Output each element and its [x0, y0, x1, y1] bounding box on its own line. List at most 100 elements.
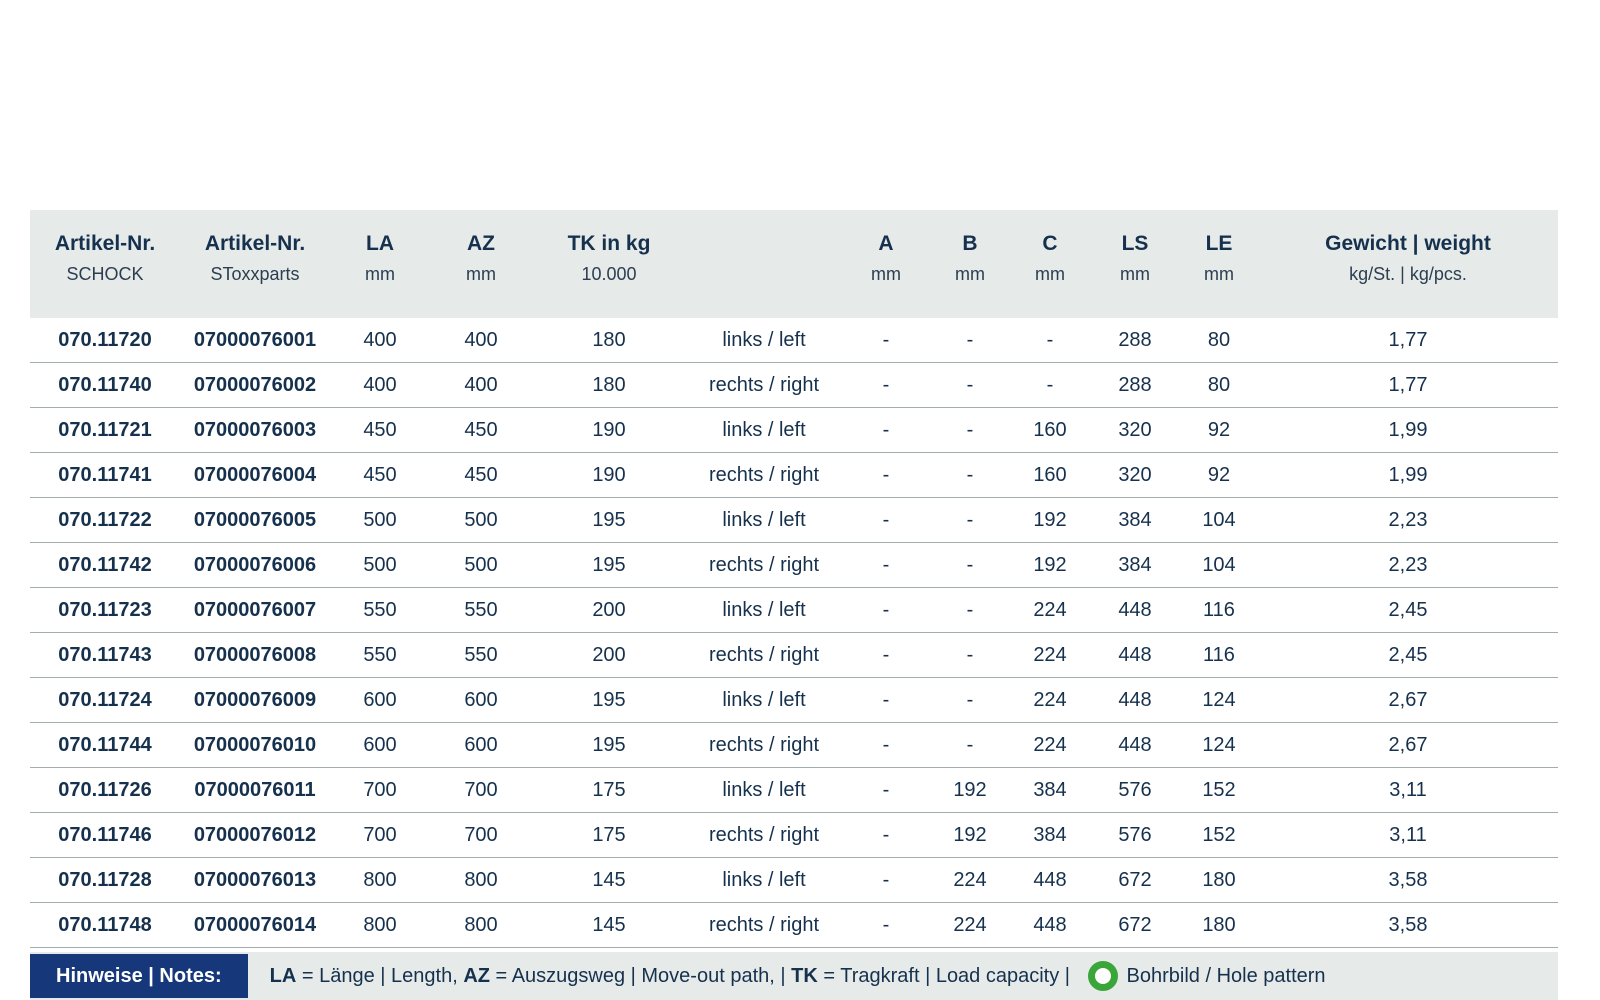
hole-pattern-label: Bohrbild / Hole pattern — [1126, 964, 1326, 987]
cell-gewicht: 1,99 — [1258, 452, 1558, 498]
note-abbr: TK — [791, 964, 818, 987]
table-header: Artikel-Nr. SCHOCK Artikel-Nr. SToxxparts LA… — [30, 210, 1558, 318]
cell-tk: 175 — [532, 812, 686, 858]
column-header-la: LA mm — [330, 210, 430, 318]
cell-az: 500 — [430, 542, 532, 588]
cell-gewicht: 3,11 — [1258, 812, 1558, 858]
column-header-artikel_stoxxparts: Artikel-Nr. SToxxparts — [180, 210, 330, 318]
cell-b: 192 — [930, 767, 1010, 813]
cell-b: - — [930, 452, 1010, 498]
cell-a: - — [842, 722, 930, 768]
column-unit: mm — [1204, 264, 1234, 285]
cell-tk: 195 — [532, 677, 686, 723]
cell-az: 600 — [430, 722, 532, 768]
cell-artikel_schock: 070.11741 — [30, 452, 180, 498]
note-text: = Tragkraft | Load capacity | — [817, 964, 1076, 987]
cell-le: 92 — [1180, 452, 1258, 498]
cell-artikel_stoxxparts: 07000076010 — [180, 722, 330, 768]
cell-az: 800 — [430, 902, 532, 948]
cell-b: - — [930, 362, 1010, 408]
column-label: LA — [366, 232, 394, 255]
cell-az: 800 — [430, 857, 532, 903]
cell-a: - — [842, 407, 930, 453]
cell-artikel_stoxxparts: 07000076008 — [180, 632, 330, 678]
cell-ls: 288 — [1090, 362, 1180, 408]
cell-direction: rechts / right — [686, 722, 842, 768]
cell-az: 600 — [430, 677, 532, 723]
cell-a: - — [842, 362, 930, 408]
cell-az: 700 — [430, 812, 532, 858]
cell-tk: 200 — [532, 632, 686, 678]
cell-direction: links / left — [686, 677, 842, 723]
cell-c: 192 — [1010, 542, 1090, 588]
column-unit: kg/St. | kg/pcs. — [1349, 264, 1467, 285]
table-row: 070.11748 07000076014 800 800 145 rechts / ri… — [30, 902, 1558, 948]
column-label: AZ — [467, 232, 495, 255]
cell-la: 700 — [330, 812, 430, 858]
cell-gewicht: 2,23 — [1258, 497, 1558, 543]
column-header-artikel_schock: Artikel-Nr. SCHOCK — [30, 210, 180, 318]
cell-artikel_schock: 070.11721 — [30, 407, 180, 453]
table-row: 070.11721 07000076003 450 450 190 links / lef… — [30, 407, 1558, 453]
column-header-az: AZ mm — [430, 210, 532, 318]
column-unit: mm — [365, 264, 395, 285]
table-row: 070.11720 07000076001 400 400 180 links / lef… — [30, 318, 1558, 363]
table-row: 070.11722 07000076005 500 500 195 links / lef… — [30, 497, 1558, 543]
cell-le: 180 — [1180, 902, 1258, 948]
column-unit: mm — [466, 264, 496, 285]
column-header-tk: TK in kg 10.000 — [532, 210, 686, 318]
cell-c: - — [1010, 318, 1090, 363]
cell-b: - — [930, 677, 1010, 723]
cell-a: - — [842, 812, 930, 858]
cell-b: 192 — [930, 812, 1010, 858]
cell-a: - — [842, 587, 930, 633]
table-row: 070.11743 07000076008 550 550 200 rechts / ri… — [30, 632, 1558, 678]
cell-gewicht: 2,67 — [1258, 677, 1558, 723]
cell-artikel_stoxxparts: 07000076005 — [180, 497, 330, 543]
cell-artikel_schock: 070.11723 — [30, 587, 180, 633]
cell-c: 160 — [1010, 407, 1090, 453]
cell-gewicht: 2,67 — [1258, 722, 1558, 768]
product-table: Artikel-Nr. SCHOCK Artikel-Nr. SToxxparts LA… — [30, 210, 1558, 948]
column-label: Gewicht | weight — [1325, 232, 1491, 255]
cell-artikel_schock: 070.11746 — [30, 812, 180, 858]
cell-ls: 448 — [1090, 677, 1180, 723]
column-header-le: LE mm — [1180, 210, 1258, 318]
cell-a: - — [842, 452, 930, 498]
cell-c: 224 — [1010, 722, 1090, 768]
cell-ls: 384 — [1090, 542, 1180, 588]
column-unit: SCHOCK — [66, 264, 144, 285]
cell-la: 800 — [330, 902, 430, 948]
column-label: Artikel-Nr. — [204, 232, 306, 255]
cell-gewicht: 3,58 — [1258, 902, 1558, 948]
cell-direction: rechts / right — [686, 362, 842, 408]
column-unit: 10.000 — [581, 264, 637, 285]
cell-artikel_stoxxparts: 07000076013 — [180, 857, 330, 903]
cell-direction: links / left — [686, 767, 842, 813]
cell-ls: 576 — [1090, 767, 1180, 813]
cell-le: 116 — [1180, 587, 1258, 633]
notes-text: LA = Länge | Length, AZ = Auszugsweg | M… — [270, 961, 1326, 991]
cell-tk: 190 — [532, 452, 686, 498]
column-unit: SToxxparts — [210, 264, 300, 285]
cell-la: 600 — [330, 677, 430, 723]
column-label: LS — [1121, 232, 1149, 255]
cell-artikel_schock: 070.11720 — [30, 318, 180, 363]
cell-la: 500 — [330, 542, 430, 588]
column-label: LE — [1205, 232, 1233, 255]
cell-la: 550 — [330, 632, 430, 678]
column-unit: mm — [1035, 264, 1065, 285]
cell-az: 450 — [430, 407, 532, 453]
cell-tk: 195 — [532, 722, 686, 768]
cell-a: - — [842, 497, 930, 543]
cell-gewicht: 2,45 — [1258, 587, 1558, 633]
cell-ls: 448 — [1090, 722, 1180, 768]
cell-az: 550 — [430, 632, 532, 678]
cell-c: 160 — [1010, 452, 1090, 498]
cell-gewicht: 2,23 — [1258, 542, 1558, 588]
column-unit: mm — [955, 264, 985, 285]
cell-artikel_stoxxparts: 07000076009 — [180, 677, 330, 723]
cell-artikel_schock: 070.11724 — [30, 677, 180, 723]
table-row: 070.11744 07000076010 600 600 195 rechts / ri… — [30, 722, 1558, 768]
